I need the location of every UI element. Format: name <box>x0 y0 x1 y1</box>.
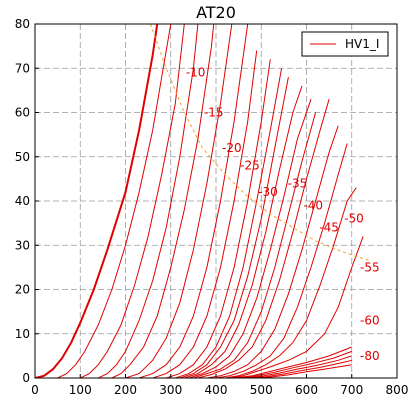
curve-label: -40 <box>303 198 323 212</box>
series-line <box>111 24 215 378</box>
series-line <box>98 24 199 378</box>
curve-label: -15 <box>204 106 224 120</box>
x-tick-label: 500 <box>250 383 273 397</box>
series-line <box>152 50 258 378</box>
y-tick-label: 40 <box>15 194 30 208</box>
series-line <box>138 24 249 378</box>
y-tick-label: 10 <box>15 327 30 341</box>
curve-label: -60 <box>360 313 380 327</box>
series-line <box>188 99 312 378</box>
curves <box>35 24 364 378</box>
series-line <box>193 112 317 378</box>
x-tick-label: 600 <box>295 383 318 397</box>
curve-label: -35 <box>288 176 308 190</box>
series-line <box>206 125 339 378</box>
load-line <box>149 24 371 262</box>
curve-label: -50 <box>344 212 364 226</box>
x-tick-label: 300 <box>159 383 182 397</box>
series-line <box>225 187 357 378</box>
curve-label: -30 <box>258 185 278 199</box>
series-line <box>166 59 271 378</box>
x-tick-label: 200 <box>114 383 137 397</box>
series-line <box>247 359 352 378</box>
series-line <box>252 364 352 378</box>
curve-labels: -10 -15 -20 -25 -30 -35 -40 -45 -50 -55 -60 -80 <box>186 66 380 363</box>
x-axis: 0 100 200 300 400 500 600 700 800 <box>31 374 408 397</box>
legend-label: HV1_I <box>345 37 379 51</box>
series-line <box>57 24 172 378</box>
x-tick-label: 0 <box>31 383 39 397</box>
series-line <box>80 24 185 378</box>
series-line <box>215 143 348 378</box>
series-line <box>184 85 303 378</box>
series-line <box>179 77 289 378</box>
y-tick-label: 0 <box>22 371 30 385</box>
x-tick-label: 100 <box>69 383 92 397</box>
load-line-path <box>149 24 371 262</box>
y-tick-label: 20 <box>15 283 30 297</box>
y-tick-label: 50 <box>15 150 30 164</box>
curve-label: -10 <box>186 66 206 80</box>
x-tick-label: 400 <box>205 383 228 397</box>
series-line <box>229 236 364 378</box>
curve-label: -25 <box>240 159 260 173</box>
curve-label: -20 <box>222 141 242 155</box>
chart-title: AT20 <box>196 3 236 22</box>
curve-label: -80 <box>360 349 380 363</box>
curve-label: -45 <box>319 221 339 235</box>
series-line <box>175 68 283 378</box>
series-line <box>35 24 159 378</box>
x-tick-label: 700 <box>340 383 363 397</box>
x-tick-label: 800 <box>386 383 409 397</box>
grid <box>35 24 397 378</box>
y-axis: 0 10 20 30 40 50 60 70 80 <box>15 17 39 385</box>
legend: HV1_I <box>301 31 389 57</box>
y-tick-label: 70 <box>15 61 30 75</box>
series-line <box>238 350 352 378</box>
series-line <box>125 24 233 378</box>
y-tick-label: 80 <box>15 17 30 31</box>
curve-label: -55 <box>360 260 380 274</box>
y-tick-label: 60 <box>15 106 30 120</box>
series-line <box>197 99 330 378</box>
y-tick-label: 30 <box>15 238 30 252</box>
series-line <box>234 346 352 378</box>
